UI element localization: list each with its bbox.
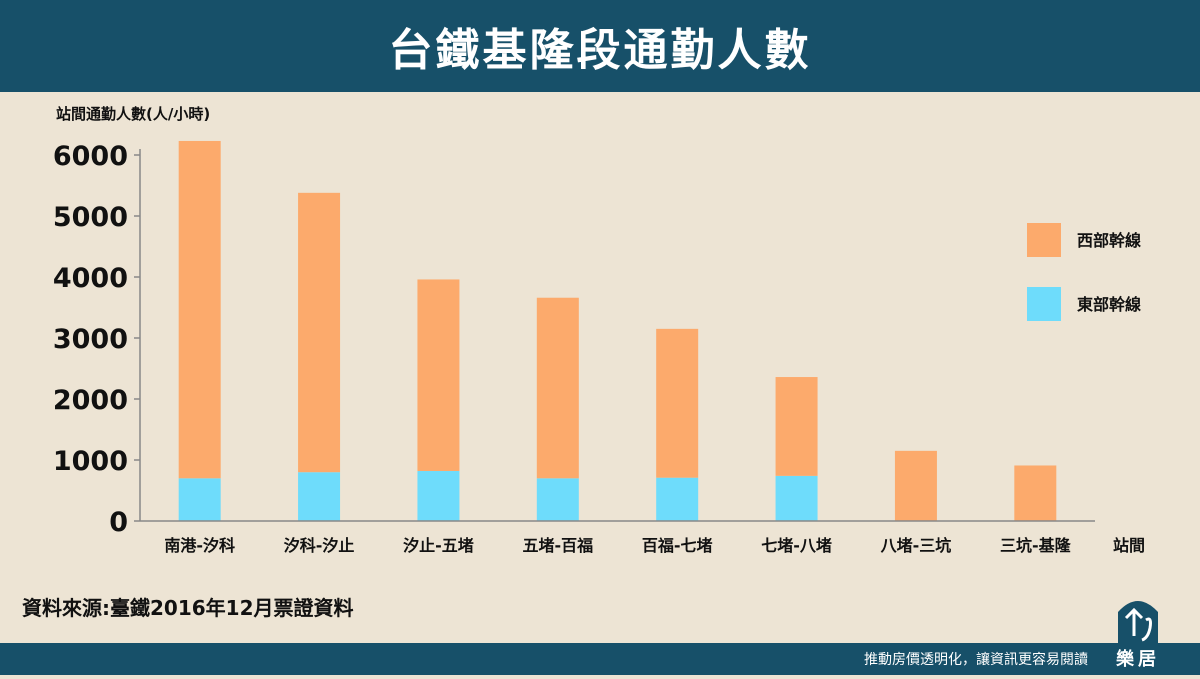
bar-segment [894, 450, 937, 521]
logo-shape [1118, 601, 1158, 675]
bar-segment [656, 328, 699, 478]
y-tick-label: 3000 [53, 324, 128, 355]
bar-segment [178, 478, 221, 521]
bars [178, 140, 1057, 521]
bar-segment [178, 140, 221, 479]
bar-segment [536, 478, 579, 521]
footer-bar: 推動房價透明化，讓資訊更容易閱讀 [0, 643, 1200, 675]
x-axis: 南港-汐科 汐科-汐止 汐止-五堵 五堵-百福 百福-七堵 七堵-八堵 八堵-三坑 三坑-基隆 [140, 520, 1095, 555]
bar-chart: 站間通勤人數(人/小時) 站間 0 1000 2000 3000 4000 5000 600… [53, 105, 1145, 555]
legend-label: 東部幹線 [1077, 295, 1141, 314]
y-tick-label: 5000 [53, 202, 128, 233]
x-tick-label: 汐科-汐止 [284, 536, 355, 555]
legend-swatch [1027, 223, 1061, 257]
x-tick-label: 八堵-三坑 [880, 536, 952, 555]
data-source: 資料來源:臺鐵2016年12月票證資料 [22, 596, 354, 620]
page-title: 台鐵基隆段通勤人數 [388, 25, 812, 76]
x-tick-label: 七堵-八堵 [761, 536, 832, 555]
y-tick-label: 1000 [53, 446, 128, 477]
header-bar: 台鐵基隆段通勤人數 [0, 0, 1200, 92]
bar-segment [536, 297, 579, 479]
legend-label: 西部幹線 [1077, 231, 1141, 250]
bar-segment [1014, 465, 1057, 521]
y-tick-label: 4000 [53, 263, 128, 294]
x-tick-label: 五堵-百福 [522, 536, 593, 555]
bar-segment [298, 472, 341, 521]
logo-text: 樂居 [1116, 649, 1160, 670]
bar-segment [417, 279, 460, 471]
brand-logo: 樂居 [1096, 582, 1180, 675]
y-axis: 0 1000 2000 3000 4000 5000 6000 [53, 141, 141, 538]
x-tick-label: 南港-汐科 [164, 536, 235, 555]
bar-segment [775, 475, 818, 521]
bar-segment [775, 377, 818, 476]
y-tick-label: 2000 [53, 385, 128, 416]
bar-segment [298, 192, 341, 473]
footer-slogan: 推動房價透明化，讓資訊更容易閱讀 [864, 652, 1088, 668]
x-tick-label: 汐止-五堵 [403, 536, 474, 555]
bar-segment [656, 477, 699, 521]
x-tick-label: 百福-七堵 [642, 536, 713, 555]
legend-swatch [1027, 287, 1061, 321]
y-tick-label: 6000 [53, 141, 128, 172]
x-axis-label: 站間 [1113, 536, 1145, 555]
x-tick-label: 三坑-基隆 [1000, 536, 1072, 555]
y-tick-label: 0 [109, 507, 128, 538]
y-axis-label: 站間通勤人數(人/小時) [56, 105, 210, 123]
bar-segment [417, 470, 460, 521]
